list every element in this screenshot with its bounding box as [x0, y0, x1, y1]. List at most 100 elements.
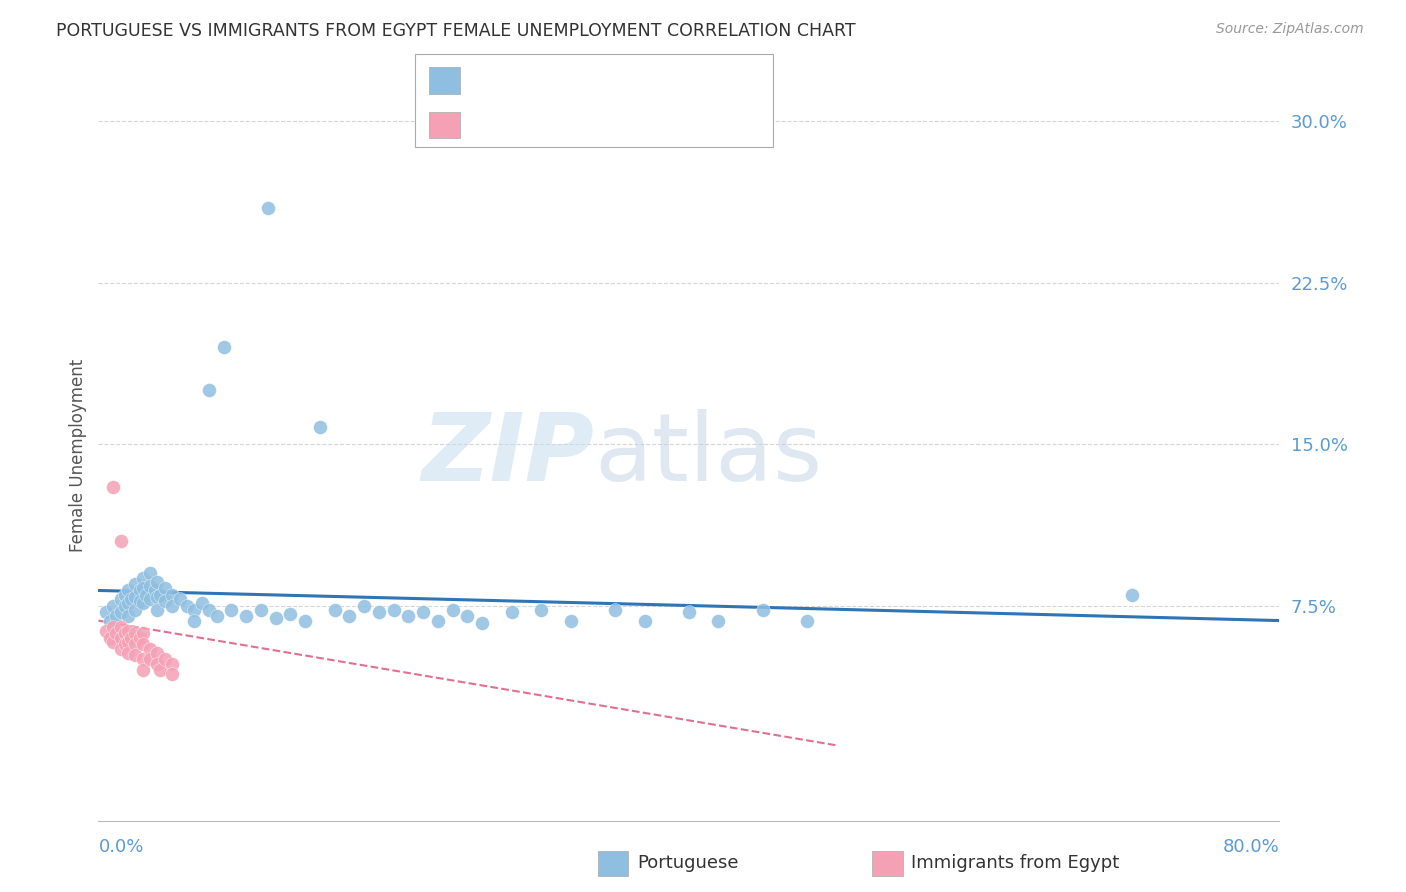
Point [146, 590, 169, 604]
Point [1121, 588, 1143, 602]
Point [128, 594, 150, 608]
Point [124, 590, 146, 604]
Point [146, 657, 169, 671]
Point [124, 603, 146, 617]
Point [191, 596, 214, 610]
Point [114, 637, 136, 651]
Point [135, 588, 157, 602]
Point [427, 614, 450, 628]
Text: 0.0%: 0.0% [98, 838, 143, 855]
Point [456, 609, 478, 624]
Point [219, 603, 242, 617]
Point [94, 605, 117, 619]
Point [501, 605, 523, 619]
Point [368, 605, 391, 619]
Point [120, 631, 142, 645]
Point [117, 596, 139, 610]
Point [205, 609, 228, 624]
Point [153, 652, 176, 666]
Point [323, 603, 346, 617]
Point [110, 533, 132, 548]
Point [110, 620, 132, 634]
Text: ZIP: ZIP [422, 409, 595, 501]
Point [353, 599, 375, 613]
Point [132, 637, 155, 651]
Point [124, 648, 146, 662]
Point [146, 646, 169, 660]
Text: R = −0.142   N = 32: R = −0.142 N = 32 [468, 116, 654, 134]
Point [110, 592, 132, 607]
Point [139, 652, 162, 666]
Point [183, 614, 205, 628]
Point [132, 582, 155, 596]
Point [98, 614, 121, 628]
Point [139, 592, 162, 607]
Point [132, 596, 155, 610]
Point [103, 480, 125, 494]
Point [153, 594, 176, 608]
Point [103, 620, 125, 634]
Point [257, 201, 280, 215]
Point [382, 603, 405, 617]
Point [110, 605, 132, 619]
Point [110, 631, 132, 645]
Point [94, 624, 117, 639]
Point [264, 611, 287, 625]
Point [117, 646, 139, 660]
Point [678, 605, 700, 619]
Point [124, 577, 146, 591]
Point [605, 603, 627, 617]
Point [235, 609, 257, 624]
Text: Portuguese: Portuguese [637, 855, 738, 872]
Point [146, 603, 169, 617]
Point [110, 641, 132, 656]
Point [105, 609, 128, 624]
Point [114, 626, 136, 640]
Text: Source: ZipAtlas.com: Source: ZipAtlas.com [1216, 22, 1364, 37]
Point [294, 614, 316, 628]
Point [117, 624, 139, 639]
Text: Immigrants from Egypt: Immigrants from Egypt [911, 855, 1119, 872]
Point [162, 588, 183, 602]
Point [162, 667, 183, 681]
Point [471, 615, 494, 630]
Point [124, 626, 146, 640]
Point [149, 663, 172, 677]
Point [132, 570, 155, 584]
Point [278, 607, 302, 621]
Point [103, 599, 125, 613]
Point [796, 614, 818, 628]
Point [707, 614, 730, 628]
Point [139, 566, 162, 581]
Text: PORTUGUESE VS IMMIGRANTS FROM EGYPT FEMALE UNEMPLOYMENT CORRELATION CHART: PORTUGUESE VS IMMIGRANTS FROM EGYPT FEMA… [56, 22, 856, 40]
Point [309, 420, 332, 434]
Point [183, 603, 205, 617]
Point [146, 574, 169, 589]
Text: atlas: atlas [595, 409, 823, 501]
Point [149, 588, 172, 602]
Point [162, 657, 183, 671]
Point [153, 582, 176, 596]
Point [633, 614, 655, 628]
Point [105, 626, 128, 640]
Point [250, 603, 273, 617]
Point [114, 588, 136, 602]
Point [132, 663, 155, 677]
Point [128, 631, 150, 645]
Point [117, 609, 139, 624]
Point [98, 631, 121, 645]
Point [212, 340, 235, 354]
Point [132, 626, 155, 640]
Point [176, 599, 198, 613]
Point [751, 603, 773, 617]
Point [337, 609, 360, 624]
Point [530, 603, 553, 617]
Point [103, 635, 125, 649]
Y-axis label: Female Unemployment: Female Unemployment [69, 359, 87, 551]
Point [117, 635, 139, 649]
Point [560, 614, 582, 628]
Point [139, 579, 162, 593]
Point [120, 592, 142, 607]
Point [412, 605, 434, 619]
Point [198, 603, 221, 617]
